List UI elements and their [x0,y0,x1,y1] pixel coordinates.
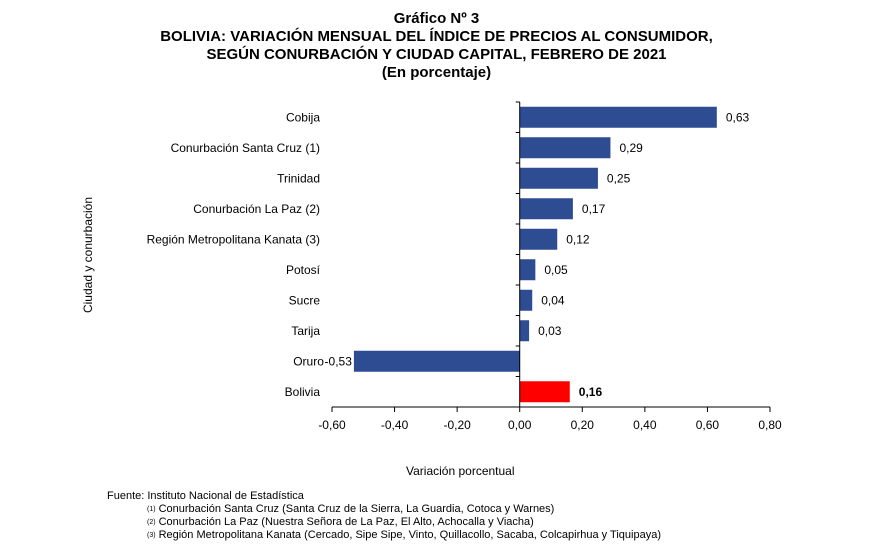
category-label-0: Cobija [286,110,320,124]
chart-title-number: Gráfico Nº 3 [393,10,480,27]
chart-subtitle: (En porcentaje) [381,64,492,81]
x-tick-label-1: -0,40 [381,418,409,432]
category-label-7: Tarija [291,324,320,338]
x-axis-title: Variación porcentual [406,464,515,478]
bar-9 [519,381,570,403]
bar-8 [353,350,520,372]
bar-4 [519,228,558,250]
footnote-1-text: Conurbación Santa Cruz (Santa Cruz de la… [158,503,555,515]
value-label-7: 0,03 [538,324,562,338]
value-label-3: 0,17 [582,202,606,216]
bar-3 [519,198,573,220]
y-axis-title: Ciudad y conurbación [81,196,95,314]
bar-5 [519,259,536,281]
chart-title-block: Gráfico Nº 3 BOLIVIA: VARIACIÓN MENSUAL … [0,10,873,82]
footnote-3-text: Región Metropolitana Kanata (Cercado, Si… [158,529,661,541]
footnote-3-mark: (3) [147,532,156,539]
value-label-0: 0,63 [726,110,750,124]
chart-title-line2: SEGÚN CONURBACIÓN Y CIUDAD CAPITAL, FEBR… [206,46,667,63]
category-label-6: Sucre [289,293,321,307]
value-label-4: 0,12 [566,232,590,246]
x-tick-label-0: -0,60 [318,418,346,432]
category-label-4: Región Metropolitana Kanata (3) [147,232,320,246]
bar-6 [519,289,533,311]
footnote-3: (3) Región Metropolitana Kanata (Cercado,… [107,529,661,542]
value-label-2: 0,25 [607,171,631,185]
category-label-8: Oruro [293,354,324,368]
value-label-6: 0,04 [541,293,565,307]
bar-1 [519,137,611,159]
footnote-1: (1) Conurbación Santa Cruz (Santa Cruz de… [107,503,661,516]
x-tick-label-7: 0,80 [758,418,782,432]
category-label-2: Trinidad [277,171,320,185]
category-label-5: Potosí [286,263,321,277]
category-label-9: Bolivia [285,385,321,399]
x-tick-label-6: 0,60 [696,418,720,432]
x-tick-label-2: -0,20 [443,418,471,432]
footnote-1-mark: (1) [147,506,156,513]
footnote-2-mark: (2) [147,519,156,526]
x-tick-label-3: 0,00 [508,418,532,432]
footnote-2-text: Conurbación La Paz (Nuestra Señora de La… [158,516,534,528]
x-tick-label-5: 0,40 [633,418,657,432]
chart-footer: Fuente: Instituto Nacional de Estadístic… [107,490,661,542]
category-label-1: Conurbación Santa Cruz (1) [171,141,320,155]
footnote-2: (2) Conurbación La Paz (Nuestra Señora de… [107,516,661,529]
value-label-9: 0,16 [579,385,603,399]
value-label-1: 0,29 [619,141,643,155]
bar-2 [519,167,598,189]
bar-7 [519,320,530,342]
bar-0 [519,106,717,128]
value-label-5: 0,05 [544,263,568,277]
value-label-8: -0,53 [325,354,353,368]
chart-title-line1: BOLIVIA: VARIACIÓN MENSUAL DEL ÍNDICE DE… [160,28,713,45]
x-tick-label-4: 0,20 [571,418,595,432]
category-label-3: Conurbación La Paz (2) [193,202,320,216]
source-note: Fuente: Instituto Nacional de Estadístic… [107,490,304,502]
